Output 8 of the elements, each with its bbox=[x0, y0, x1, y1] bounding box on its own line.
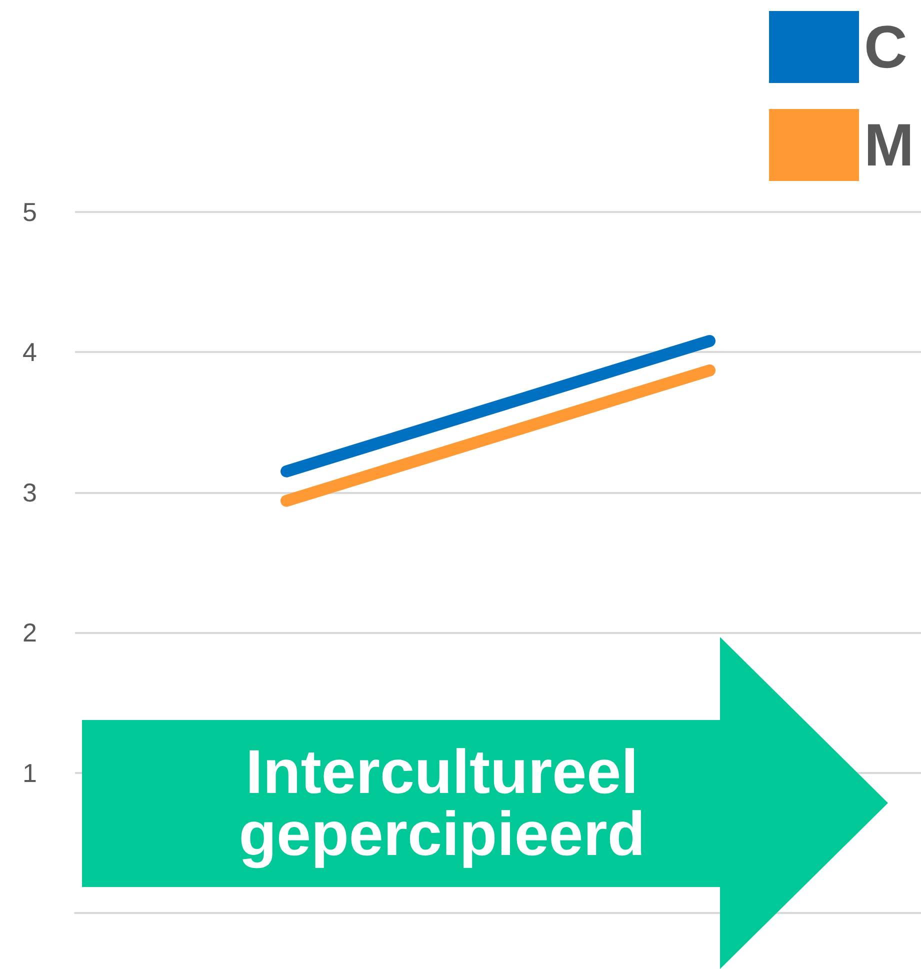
y-tick-label: 5 bbox=[22, 197, 37, 227]
legend-label: M bbox=[864, 112, 914, 178]
y-tick-label: 3 bbox=[22, 477, 37, 508]
y-tick-label: 4 bbox=[22, 337, 37, 368]
y-tick-label: 2 bbox=[22, 618, 37, 648]
legend-label: C bbox=[864, 14, 908, 80]
y-tick-label: 1 bbox=[22, 758, 37, 788]
annotation: Intercultureel gepercipieerd bbox=[238, 736, 646, 870]
